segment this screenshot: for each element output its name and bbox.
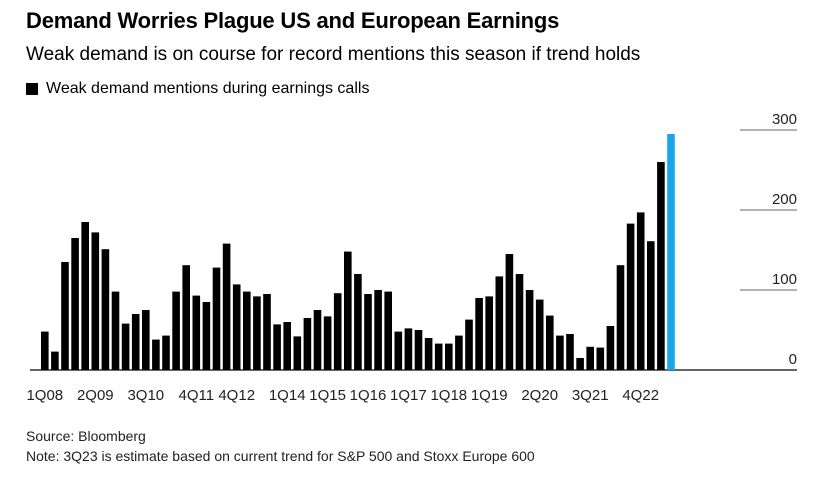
bar-2Q12: [212, 267, 221, 370]
bar-2Q08: [51, 351, 59, 370]
bar-1Q18: [445, 343, 453, 370]
bar-1Q13: [243, 291, 251, 370]
legend: Weak demand mentions during earnings cal…: [26, 80, 369, 98]
bar-2Q18: [455, 335, 463, 370]
bar-2Q11: [172, 291, 180, 370]
bar-4Q14: [313, 310, 322, 370]
bar-4Q21: [596, 347, 605, 370]
x-tick-label: 4Q22: [622, 387, 659, 404]
bar-3Q21: [586, 346, 594, 370]
y-tick-label: 0: [789, 351, 797, 368]
bar-1Q08: [41, 331, 49, 370]
x-tick-label: 4Q11: [179, 387, 215, 404]
bar-3Q14: [303, 318, 312, 370]
bar-2Q23: [657, 162, 665, 370]
legend-swatch-icon: [26, 83, 38, 95]
bar-2Q20: [535, 299, 544, 370]
bar-2Q19: [495, 276, 504, 370]
bar-3Q22: [626, 223, 635, 370]
bar-4Q12: [232, 284, 241, 370]
x-tick-label: 4Q12: [218, 387, 255, 404]
x-tick-label: 1Q15: [309, 387, 346, 404]
bar-4Q09: [111, 291, 120, 370]
bar-1Q09: [81, 222, 89, 370]
bar-4Q20: [556, 335, 564, 370]
bar-3Q12: [222, 243, 231, 370]
bar-1Q15: [323, 316, 332, 370]
chart-subtitle: Weak demand is on course for record ment…: [26, 44, 641, 65]
y-tick-label: 300: [772, 111, 797, 128]
bar-3Q10: [142, 310, 150, 370]
x-tick-label: 1Q08: [26, 387, 63, 404]
bar-2Q21: [576, 358, 584, 370]
y-tick-labels: 0 100 200 300: [772, 111, 797, 368]
bar-1Q10: [121, 323, 130, 370]
bar-4Q17: [434, 343, 443, 370]
bar-4Q22: [636, 212, 645, 370]
bar-1Q21: [566, 334, 574, 370]
footnote: Note: 3Q23 is estimate based on current …: [26, 448, 535, 464]
bar-4Q08: [71, 238, 79, 370]
bar-1Q12: [202, 302, 211, 370]
bar-1Q14: [283, 322, 291, 370]
bar-2Q09: [91, 232, 100, 370]
bar-2Q14: [293, 336, 302, 370]
x-tick-label: 2Q09: [77, 387, 114, 404]
y-tick-label: 200: [772, 191, 797, 208]
bar-4Q18: [475, 298, 483, 370]
bar-1Q16: [364, 294, 372, 370]
bar-estimate-3Q23: [667, 134, 675, 370]
x-tick-label: 1Q16: [350, 387, 387, 404]
bar-3Q09: [101, 249, 110, 370]
bar-4Q13: [273, 324, 281, 370]
x-tick-label: 1Q18: [430, 387, 467, 404]
bar-3Q19: [505, 254, 514, 370]
x-tick-label: 1Q17: [390, 387, 427, 404]
bar-1Q23: [647, 241, 655, 370]
bar-2Q13: [253, 296, 261, 370]
y-tick-label: 100: [772, 271, 797, 288]
x-tick-label: 1Q14: [269, 387, 306, 404]
x-tick-labels: 1Q08 2Q09 3Q10 4Q11 4Q12 1Q14 1Q15 1Q16 1Q17 1Q18…: [26, 387, 659, 404]
bars: [41, 134, 675, 370]
bar-3Q15: [344, 251, 352, 370]
source-note: Source: Bloomberg: [26, 428, 146, 444]
bar-2Q17: [414, 330, 423, 370]
bar-1Q20: [525, 290, 534, 370]
bar-4Q11: [192, 295, 201, 370]
bar-3Q18: [465, 319, 473, 370]
bar-3Q17: [424, 338, 433, 370]
bar-1Q17: [404, 328, 413, 370]
x-tick-label: 2Q20: [521, 387, 558, 404]
bar-2Q16: [374, 290, 382, 370]
bar-2Q10: [131, 314, 140, 370]
chart-title: Demand Worries Plague US and European Ea…: [26, 8, 560, 33]
bar-3Q11: [182, 265, 190, 370]
bar-1Q22: [606, 326, 615, 370]
x-tick-label: 1Q19: [471, 387, 508, 404]
bar-2Q22: [616, 265, 625, 370]
bar-3Q20: [546, 315, 554, 370]
bar-4Q15: [354, 274, 362, 370]
bar-4Q19: [515, 274, 524, 370]
bar-1Q11: [162, 335, 170, 370]
x-tick-label: 3Q21: [572, 387, 609, 404]
bar-1Q19: [485, 296, 493, 370]
bar-4Q16: [394, 331, 403, 370]
bar-2Q15: [333, 293, 342, 370]
bar-3Q13: [263, 294, 271, 370]
bar-4Q10: [152, 339, 160, 370]
bar-3Q08: [61, 262, 69, 370]
bar-3Q16: [384, 291, 392, 370]
x-tick-label: 3Q10: [127, 387, 164, 404]
legend-label: Weak demand mentions during earnings cal…: [46, 80, 370, 97]
